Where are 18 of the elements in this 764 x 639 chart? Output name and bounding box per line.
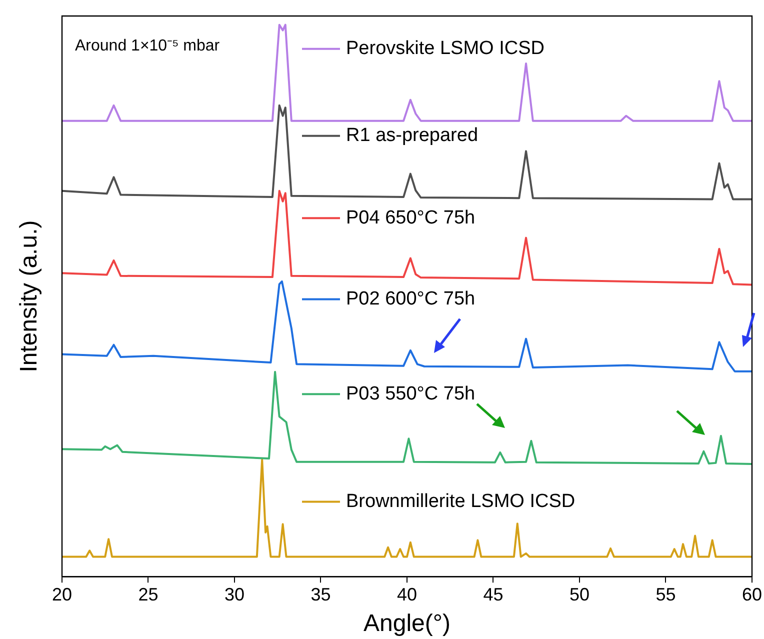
x-axis-title: Angle(°) [364,610,450,638]
x-tick-label: 25 [138,584,158,604]
legend-label: P04 650°C 75h [346,207,476,228]
legend-label: P03 550°C 75h [346,383,476,404]
annotation: Around 1×10⁻⁵ mbar [75,37,220,54]
y-axis-title: Intensity (a.u.) [16,220,43,372]
x-tick-label: 35 [310,584,331,604]
legend-label: R1 as-prepared [346,125,478,146]
x-tick-label: 30 [224,584,245,604]
x-tick-label: 50 [569,584,590,604]
x-tick-label: 60 [742,584,762,604]
x-tick-label: 40 [396,584,418,604]
legend-label: Perovskite LSMO ICSD [346,38,544,60]
x-tick-label: 45 [483,584,504,604]
legend-label: P02 600°C 75h [346,288,476,310]
x-tick-label: 55 [656,584,676,604]
x-tick-label: 20 [52,584,72,604]
legend-label: Brownmillerite LSMO ICSD [346,490,576,512]
